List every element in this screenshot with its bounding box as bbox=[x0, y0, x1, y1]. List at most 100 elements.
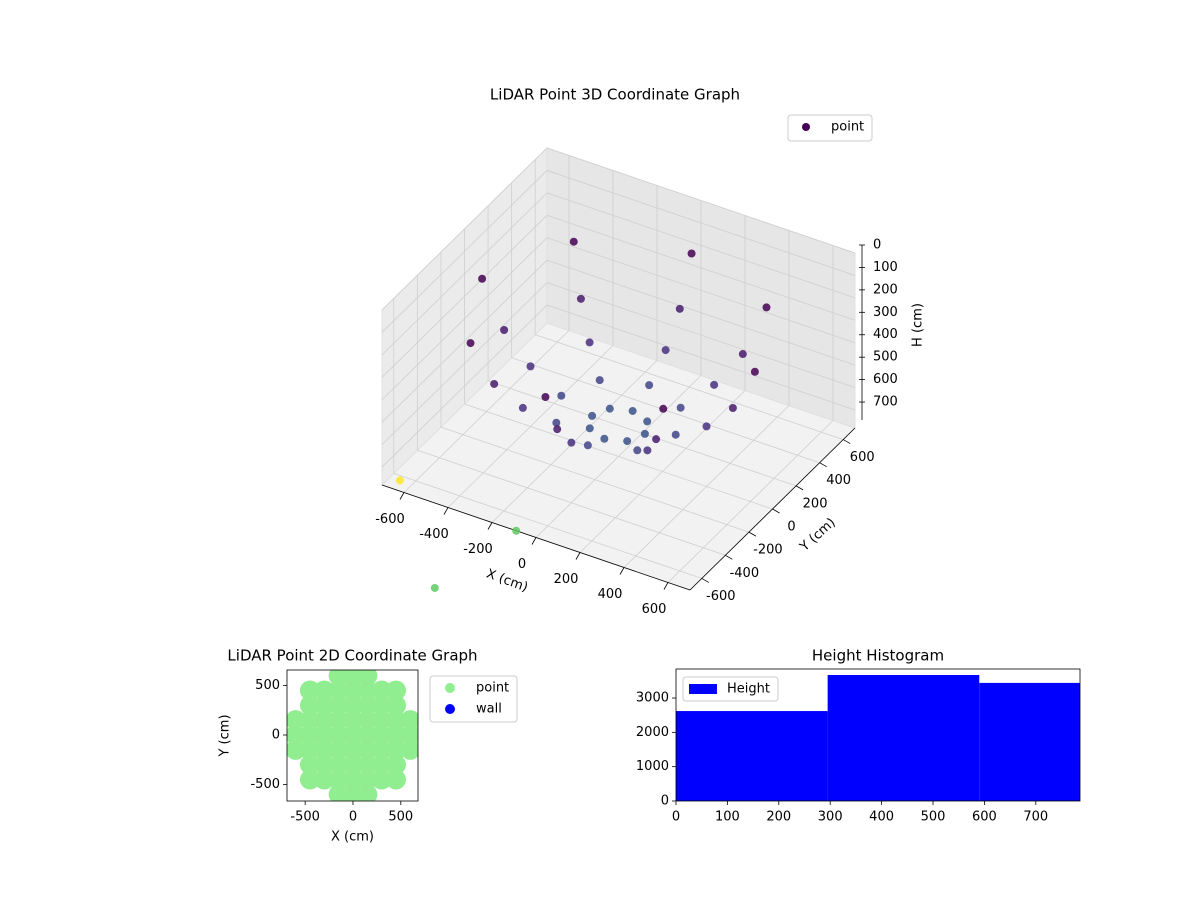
grid-line bbox=[381, 282, 548, 445]
point bbox=[750, 367, 759, 376]
point bbox=[518, 403, 527, 412]
y-tick bbox=[748, 531, 757, 537]
point bbox=[299, 754, 320, 775]
x-tick-label: -400 bbox=[419, 527, 449, 542]
x-tick-label: 0 bbox=[349, 810, 357, 825]
point bbox=[371, 695, 392, 716]
point bbox=[328, 739, 349, 760]
point bbox=[357, 680, 378, 701]
point bbox=[478, 274, 487, 283]
grid-line bbox=[546, 147, 856, 254]
point bbox=[595, 376, 604, 385]
point bbox=[287, 739, 306, 760]
point bbox=[371, 710, 392, 731]
point bbox=[314, 739, 335, 760]
point bbox=[675, 304, 684, 313]
y-tick-label: 2000 bbox=[636, 725, 669, 740]
point bbox=[342, 769, 363, 790]
point bbox=[585, 338, 594, 347]
point bbox=[371, 680, 392, 701]
x-tick bbox=[575, 552, 581, 560]
x-tick-label: 0 bbox=[672, 810, 680, 825]
chart-title: LiDAR Point 2D Coordinate Graph bbox=[227, 647, 477, 665]
z-tick-label: 700 bbox=[873, 395, 898, 410]
point bbox=[357, 769, 378, 790]
legend-label: Height bbox=[727, 682, 770, 697]
x-tick bbox=[443, 507, 449, 515]
point bbox=[605, 404, 614, 413]
point bbox=[299, 695, 320, 716]
legend-marker bbox=[802, 123, 810, 131]
chart-title: LiDAR Point 3D Coordinate Graph bbox=[490, 86, 740, 104]
point bbox=[328, 754, 349, 775]
legend-patch bbox=[689, 684, 717, 694]
point bbox=[386, 695, 407, 716]
plot-area bbox=[287, 670, 418, 801]
point bbox=[661, 346, 670, 355]
x-tick-label: 500 bbox=[921, 810, 946, 825]
x-tick-label: 600 bbox=[972, 810, 997, 825]
point bbox=[500, 326, 509, 334]
y-tick-label: 400 bbox=[826, 473, 851, 488]
point bbox=[585, 424, 594, 433]
point bbox=[328, 695, 349, 716]
grid-line bbox=[546, 237, 856, 344]
y-tick bbox=[701, 578, 709, 583]
z-tick-label: 600 bbox=[873, 372, 898, 387]
point bbox=[357, 784, 378, 801]
legend-label: point bbox=[476, 681, 509, 696]
point bbox=[357, 710, 378, 731]
x-tick-label: 500 bbox=[388, 810, 413, 825]
point bbox=[395, 476, 404, 485]
grid-line bbox=[464, 403, 773, 510]
y-tick-label: 600 bbox=[850, 450, 875, 465]
point bbox=[600, 434, 609, 443]
x-tick bbox=[399, 492, 405, 500]
point bbox=[371, 739, 392, 760]
point bbox=[357, 670, 378, 686]
point bbox=[386, 725, 407, 746]
point bbox=[299, 739, 320, 760]
point bbox=[371, 754, 392, 775]
point bbox=[430, 583, 439, 592]
grid-line bbox=[381, 304, 548, 468]
y-tick-label: 1000 bbox=[636, 759, 669, 774]
y-tick bbox=[772, 508, 780, 514]
point bbox=[314, 725, 335, 746]
grid-line bbox=[535, 334, 844, 440]
y-tick-label: 3000 bbox=[636, 691, 669, 706]
point bbox=[342, 710, 363, 731]
point bbox=[567, 438, 576, 447]
legend-box bbox=[682, 676, 779, 702]
grid-line bbox=[381, 192, 548, 356]
x-tick bbox=[619, 567, 625, 575]
point bbox=[386, 754, 407, 775]
point bbox=[357, 725, 378, 746]
point bbox=[400, 710, 418, 731]
point bbox=[371, 769, 392, 790]
x-tick bbox=[663, 582, 669, 590]
y-tick-label: -500 bbox=[250, 777, 280, 792]
point bbox=[710, 380, 719, 389]
y-tick bbox=[725, 554, 733, 560]
y-tick-label: -200 bbox=[753, 543, 783, 558]
point bbox=[762, 303, 771, 312]
y-tick-label: 200 bbox=[803, 496, 828, 511]
point bbox=[640, 429, 649, 438]
point-series bbox=[395, 237, 771, 592]
point bbox=[576, 294, 585, 303]
x-tick-label: 300 bbox=[818, 810, 843, 825]
x-tick-label: 400 bbox=[598, 587, 623, 602]
point bbox=[400, 739, 418, 760]
point bbox=[371, 725, 392, 746]
point bbox=[357, 739, 378, 760]
legend-box bbox=[787, 114, 873, 142]
point bbox=[652, 435, 661, 444]
grid-line bbox=[546, 282, 856, 388]
legend-marker bbox=[445, 683, 455, 693]
z-tick-label: 100 bbox=[873, 260, 898, 275]
point bbox=[328, 725, 349, 746]
legend-marker bbox=[445, 704, 455, 714]
point bbox=[386, 769, 407, 790]
point bbox=[342, 754, 363, 775]
